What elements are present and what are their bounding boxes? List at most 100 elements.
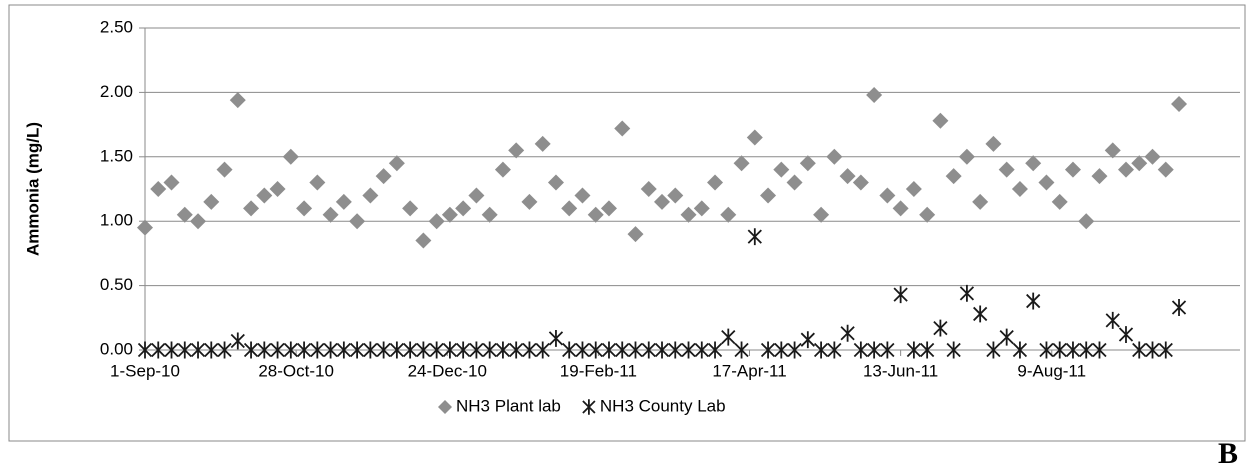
star-marker xyxy=(694,341,709,359)
star-marker xyxy=(654,341,670,359)
star-marker xyxy=(615,341,630,359)
data-point xyxy=(866,341,882,359)
diamond-marker xyxy=(773,161,790,178)
diamond-marker xyxy=(481,206,498,223)
chart-border xyxy=(8,4,1246,442)
star-marker xyxy=(495,341,511,359)
y-tick-label: 2.50 xyxy=(100,17,133,36)
data-point xyxy=(707,341,723,359)
data-point xyxy=(1025,155,1042,172)
data-point xyxy=(574,187,591,204)
diamond-marker xyxy=(958,148,975,165)
data-point xyxy=(575,341,590,359)
diamond-marker xyxy=(985,135,1002,152)
diamond-marker xyxy=(614,120,631,137)
data-point xyxy=(920,341,935,359)
diamond-marker xyxy=(547,174,564,191)
star-marker xyxy=(760,341,776,359)
star-marker xyxy=(349,341,365,359)
diamond-marker xyxy=(468,187,485,204)
diamond-marker xyxy=(1091,168,1108,185)
y-tick-label: 0.50 xyxy=(100,275,133,294)
data-point xyxy=(229,92,246,109)
diamond-marker xyxy=(521,193,538,210)
data-point xyxy=(614,120,631,137)
star-marker xyxy=(482,341,497,359)
diamond-marker xyxy=(600,200,617,217)
data-point xyxy=(1171,299,1187,316)
data-point xyxy=(1038,174,1055,191)
data-point xyxy=(627,226,644,243)
diamond-marker xyxy=(349,213,366,230)
data-point xyxy=(973,305,988,323)
data-point xyxy=(588,341,603,359)
data-point xyxy=(1131,155,1148,172)
data-point xyxy=(933,319,948,337)
x-tick-label: 28-Oct-10 xyxy=(258,361,334,380)
diamond-marker xyxy=(1025,155,1042,172)
data-point xyxy=(1065,341,1081,359)
data-point xyxy=(190,341,206,359)
data-point xyxy=(985,135,1002,152)
data-point xyxy=(747,228,762,246)
data-point xyxy=(402,341,418,359)
data-point xyxy=(389,341,405,359)
diamond-marker xyxy=(441,206,458,223)
diamond-marker xyxy=(438,400,452,414)
star-marker xyxy=(137,341,153,359)
data-point xyxy=(946,341,961,359)
star-marker xyxy=(389,341,405,359)
diamond-marker xyxy=(733,155,750,172)
data-point xyxy=(733,155,750,172)
data-point xyxy=(323,341,338,359)
star-marker xyxy=(429,341,444,359)
diamond-marker xyxy=(1171,95,1188,112)
data-point xyxy=(190,213,207,230)
data-point xyxy=(826,148,843,165)
diamond-marker xyxy=(998,161,1015,178)
star-marker xyxy=(177,341,192,359)
star-marker xyxy=(456,341,471,359)
star-marker xyxy=(416,341,431,359)
diamond-marker xyxy=(296,200,313,217)
star-marker xyxy=(1132,341,1147,359)
star-marker xyxy=(787,341,802,359)
legend-item: NH3 Plant lab xyxy=(438,396,561,415)
data-point xyxy=(468,187,485,204)
star-marker xyxy=(973,305,988,323)
data-point xyxy=(628,341,643,359)
diamond-marker xyxy=(852,174,869,191)
data-point xyxy=(668,341,683,359)
diamond-marker xyxy=(375,168,392,185)
data-point xyxy=(905,181,922,197)
star-marker xyxy=(336,341,351,359)
star-marker xyxy=(217,341,232,359)
data-point xyxy=(654,341,670,359)
diamond-marker xyxy=(229,92,246,109)
data-point xyxy=(429,341,444,359)
diamond-marker xyxy=(243,200,260,217)
data-point xyxy=(892,200,909,217)
data-point xyxy=(164,341,179,359)
star-marker xyxy=(164,341,179,359)
data-point xyxy=(1026,292,1041,310)
legend-label: NH3 County Lab xyxy=(600,396,726,415)
x-tick-label: 13-Jun-11 xyxy=(863,361,938,380)
star-marker xyxy=(601,341,617,359)
star-marker xyxy=(363,341,378,359)
diamond-marker xyxy=(799,155,816,172)
diamond-marker xyxy=(1078,213,1095,230)
data-point xyxy=(945,168,962,185)
star-marker xyxy=(535,341,550,359)
diamond-marker xyxy=(945,168,962,185)
star-marker xyxy=(323,341,338,359)
star-marker xyxy=(999,328,1014,346)
star-marker xyxy=(668,341,683,359)
x-tick-label: 17-Apr-11 xyxy=(712,361,786,380)
data-point xyxy=(562,341,577,359)
data-point xyxy=(230,332,245,350)
diamond-marker xyxy=(388,155,405,172)
data-point xyxy=(932,112,949,129)
data-point xyxy=(694,341,709,359)
